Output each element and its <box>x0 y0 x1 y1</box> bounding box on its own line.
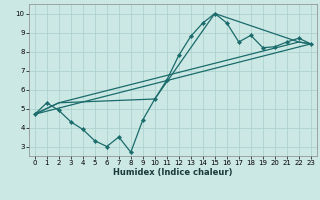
X-axis label: Humidex (Indice chaleur): Humidex (Indice chaleur) <box>113 168 233 177</box>
